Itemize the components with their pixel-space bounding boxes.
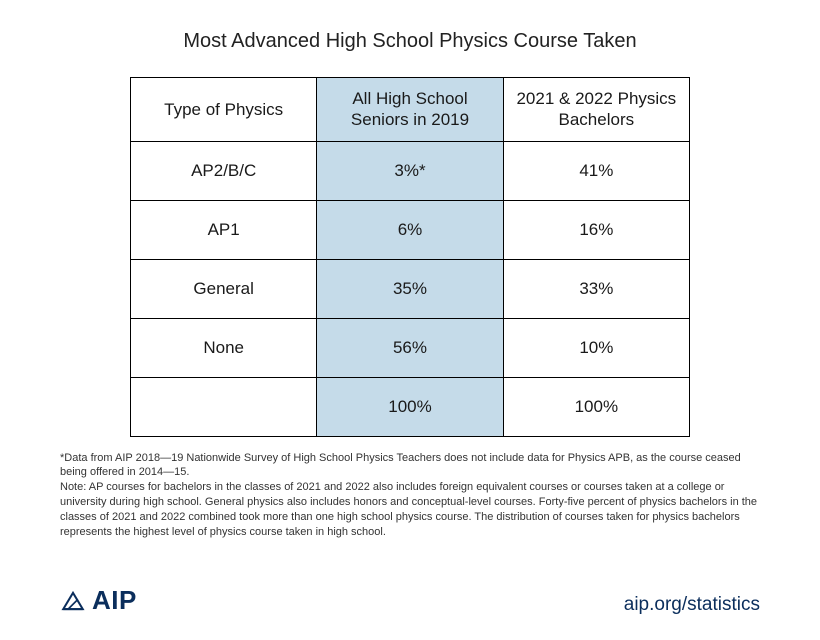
aip-logo: AIP — [60, 585, 137, 616]
cell-type: AP2/B/C — [131, 141, 317, 200]
table-row-total: 100% 100% — [131, 377, 690, 436]
data-table: Type of Physics All High School Seniors … — [130, 77, 690, 437]
footer-url: aip.org/statistics — [624, 594, 760, 616]
cell-seniors: 100% — [317, 377, 503, 436]
table-header-row: Type of Physics All High School Seniors … — [131, 78, 690, 142]
aip-logo-text: AIP — [92, 585, 137, 616]
table-body: AP2/B/C 3%* 41% AP1 6% 16% General 35% 3… — [131, 141, 690, 436]
cell-seniors: 6% — [317, 200, 503, 259]
cell-seniors: 56% — [317, 318, 503, 377]
aip-logo-icon — [60, 588, 86, 614]
cell-type: None — [131, 318, 317, 377]
cell-seniors: 3%* — [317, 141, 503, 200]
cell-type: AP1 — [131, 200, 317, 259]
table-row: None 56% 10% — [131, 318, 690, 377]
cell-bachelors: 16% — [503, 200, 689, 259]
cell-type: General — [131, 259, 317, 318]
col-header-seniors: All High School Seniors in 2019 — [317, 78, 503, 142]
cell-bachelors: 100% — [503, 377, 689, 436]
table-row: AP1 6% 16% — [131, 200, 690, 259]
footnote-asterisk: *Data from AIP 2018—19 Nationwide Survey… — [60, 451, 760, 481]
footnote-note: Note: AP courses for bachelors in the cl… — [60, 480, 760, 539]
col-header-bachelors: 2021 & 2022 Physics Bachelors — [503, 78, 689, 142]
footer: AIP aip.org/statistics — [60, 585, 760, 616]
cell-bachelors: 33% — [503, 259, 689, 318]
table-row: AP2/B/C 3%* 41% — [131, 141, 690, 200]
cell-type — [131, 377, 317, 436]
col-header-type: Type of Physics — [131, 78, 317, 142]
chart-title: Most Advanced High School Physics Course… — [60, 30, 760, 53]
cell-seniors: 35% — [317, 259, 503, 318]
footnote-block: *Data from AIP 2018—19 Nationwide Survey… — [60, 451, 760, 540]
table-row: General 35% 33% — [131, 259, 690, 318]
cell-bachelors: 10% — [503, 318, 689, 377]
cell-bachelors: 41% — [503, 141, 689, 200]
